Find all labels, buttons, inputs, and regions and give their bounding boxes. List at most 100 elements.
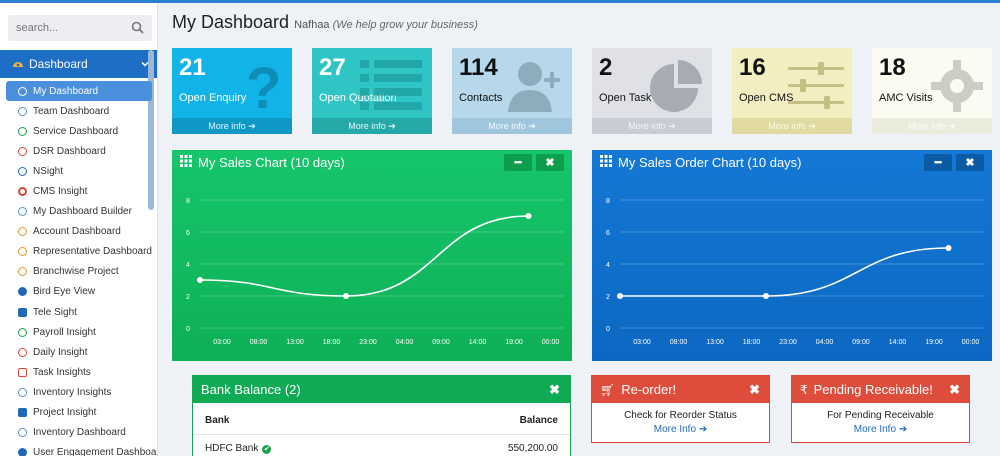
sidebar-item-cms-insight[interactable]: CMS Insight — [0, 181, 157, 201]
sidebar-item-inventory-insights[interactable]: Inventory Insights — [0, 382, 157, 402]
column-header-balance: Balance — [400, 403, 570, 435]
sales-line-chart: 0 2 4 6 8 03:00 08:00 13:00 18:00 23:00 04:00 09:00… — [186, 198, 564, 346]
arrow-circle-icon: ➔ — [948, 120, 956, 131]
sidebar-item-label: Service Dashboard — [33, 125, 119, 137]
column-header-bank: Bank — [193, 403, 401, 435]
sidebar-item-label: Account Dashboard — [33, 226, 121, 238]
x-tick-label: 09:00 — [852, 339, 870, 346]
gauge-icon — [18, 428, 27, 438]
x-tick-label: 19:00 — [925, 339, 943, 346]
svg-text:?: ? — [246, 58, 281, 114]
sidebar-item-team-dashboard[interactable]: Team Dashboard — [0, 101, 157, 121]
sidebar-item-payroll-insight[interactable]: Payroll Insight — [0, 322, 157, 342]
tile-open-enquiry: 21 Open Enquiry ? More info ➔ — [172, 48, 292, 134]
search-input[interactable] — [8, 15, 126, 41]
y-tick-label: 2 — [606, 294, 610, 301]
sidebar-item-nsight[interactable]: NSight — [0, 161, 157, 181]
gauge-icon — [18, 327, 27, 337]
y-tick-label: 0 — [606, 326, 610, 333]
tile-value: 16 — [739, 54, 766, 81]
sidebar-item-branchwise-project[interactable]: Branchwise Project — [0, 262, 157, 282]
tile-more-info[interactable]: More info ➔ — [452, 118, 572, 134]
pending-receivable-more-info-link[interactable]: More Info ➔ — [792, 424, 969, 435]
chevron-down-icon[interactable] — [140, 58, 150, 72]
panel-title: My Sales Chart (10 days) — [180, 155, 345, 170]
sidebar-item-task-insights[interactable]: Task Insights — [0, 362, 157, 382]
tile-label: Open CMS — [739, 92, 794, 104]
sidebar-item-service-dashboard[interactable]: Service Dashboard — [0, 121, 157, 141]
lifebuoy-icon — [18, 187, 27, 197]
search-icon[interactable] — [131, 21, 144, 37]
y-tick-label: 8 — [186, 198, 190, 205]
close-icon[interactable]: ✖ — [549, 382, 560, 397]
reorder-title: Re-order! — [621, 382, 677, 397]
sidebar-item-user-engagement[interactable]: User Engagement Dashboard — [0, 443, 157, 456]
x-tick-label: 23:00 — [359, 339, 377, 346]
close-button[interactable]: ✖ — [536, 154, 564, 171]
gauge-icon — [18, 207, 27, 217]
sidebar-item-label: DSR Dashboard — [33, 145, 106, 157]
more-info-label: More info — [628, 121, 666, 131]
tile-more-info[interactable]: More info ➔ — [732, 118, 852, 134]
x-tick-label: 04:00 — [816, 339, 834, 346]
x-tick-label: 13:00 — [706, 339, 724, 346]
table-row[interactable]: HDFC Bank ✔ 550,200.00 — [193, 435, 570, 456]
tile-value: 2 — [599, 54, 613, 81]
tile-more-info[interactable]: More info ➔ — [172, 118, 292, 134]
gauge-icon — [18, 227, 27, 237]
sidebar-item-label: Payroll Insight — [33, 326, 96, 338]
minimize-button[interactable]: ━ — [924, 154, 952, 171]
link-label: More Info — [853, 424, 897, 435]
tile-amc-visits: 18 AMC Visits More info ➔ — [872, 48, 992, 134]
sidebar-item-label: NSight — [33, 165, 64, 177]
sidebar-section-dashboard[interactable]: Dashboard — [0, 50, 157, 78]
gear-icon — [930, 58, 984, 117]
x-tick-label: 18:00 — [323, 339, 341, 346]
bank-balance-header: Bank Balance (2) ✖ — [193, 376, 570, 403]
sidebar-item-label: Branchwise Project — [33, 266, 119, 278]
top-accent-bar — [0, 0, 1000, 3]
sidebar-item-label: Inventory Insights — [33, 386, 112, 398]
x-tick-label: 13:00 — [286, 339, 304, 346]
data-point — [525, 213, 532, 219]
sidebar-item-daily-insight[interactable]: Daily Insight — [0, 342, 157, 362]
arrow-circle-icon: ➔ — [388, 120, 396, 131]
sidebar-item-project-insight[interactable]: Project Insight — [0, 403, 157, 423]
sidebar-item-bird-eye-view[interactable]: Bird Eye View — [0, 282, 157, 302]
panel-title: My Sales Order Chart (10 days) — [600, 155, 802, 170]
grid-icon — [180, 155, 192, 170]
gauge-icon — [18, 267, 27, 277]
sidebar-item-account-dashboard[interactable]: Account Dashboard — [0, 222, 157, 242]
x-tick-label: 00:00 — [962, 339, 980, 346]
more-info-label: More info — [768, 121, 806, 131]
tile-value: 18 — [879, 54, 906, 81]
reorder-more-info-link[interactable]: More Info ➔ — [592, 424, 769, 435]
sidebar-item-label: Team Dashboard — [33, 105, 110, 117]
pending-receivable-title: Pending Receivable! — [813, 382, 933, 397]
sidebar-item-inventory-dashboard[interactable]: Inventory Dashboard — [0, 423, 157, 443]
close-icon[interactable]: ✖ — [949, 382, 960, 397]
sidebar-item-dsr-dashboard[interactable]: DSR Dashboard — [0, 141, 157, 161]
sidebar-item-tele-sight[interactable]: Tele Sight — [0, 302, 157, 322]
tile-value: 21 — [179, 54, 206, 81]
sidebar-item-dashboard-builder[interactable]: My Dashboard Builder — [0, 202, 157, 222]
sidebar-item-my-dashboard[interactable]: My Dashboard — [6, 81, 152, 102]
tile-more-info[interactable]: More info ➔ — [312, 118, 432, 134]
pending-receivable-panel: ₹ Pending Receivable! ✖ For Pending Rece… — [791, 375, 970, 443]
tile-more-info[interactable]: More info ➔ — [872, 118, 992, 134]
close-icon[interactable]: ✖ — [749, 382, 760, 397]
y-tick-label: 6 — [606, 230, 610, 237]
pending-receivable-header: ₹ Pending Receivable! ✖ — [792, 376, 969, 403]
x-tick-label: 08:00 — [250, 339, 268, 346]
data-point — [343, 293, 349, 299]
add-user-icon — [506, 58, 564, 117]
sidebar-item-representative-dashboard[interactable]: Representative Dashboard — [0, 242, 157, 262]
sidebar-scrollbar[interactable] — [148, 50, 154, 210]
bank-cell: HDFC Bank ✔ — [193, 435, 400, 456]
more-info-label: More info — [208, 121, 246, 131]
close-button[interactable]: ✖ — [956, 154, 984, 171]
minimize-button[interactable]: ━ — [504, 154, 532, 171]
tile-more-info[interactable]: More info ➔ — [592, 118, 712, 134]
gauge-icon — [18, 126, 27, 136]
x-tick-label: 18:00 — [743, 339, 761, 346]
